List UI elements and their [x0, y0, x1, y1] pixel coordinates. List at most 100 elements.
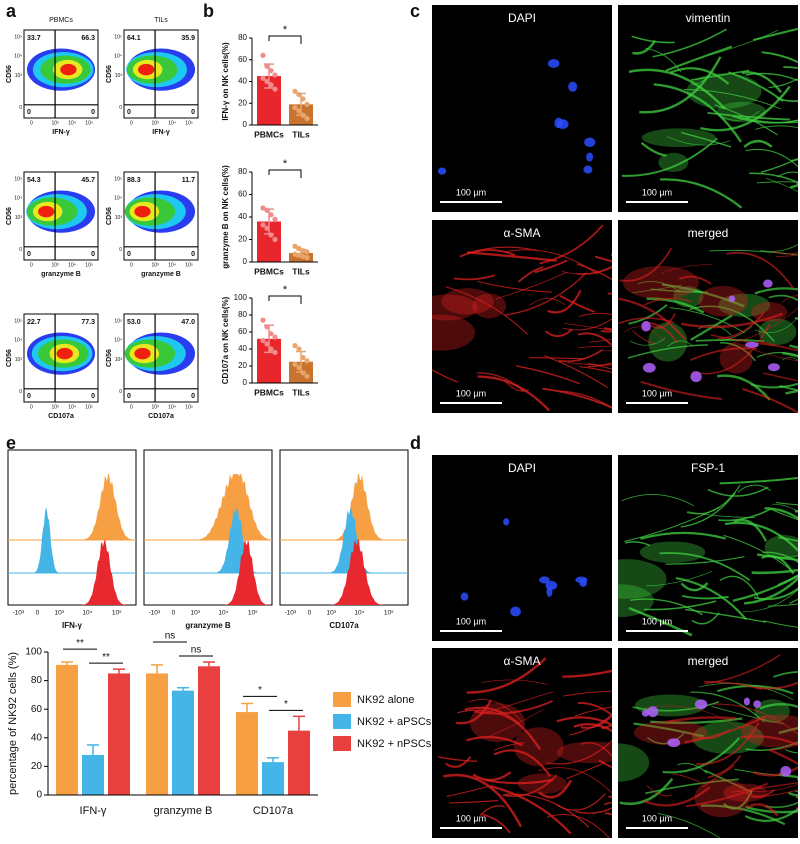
fiber — [679, 275, 712, 285]
fiber — [702, 765, 735, 788]
bar — [236, 712, 258, 795]
fiber — [687, 511, 756, 518]
fiber — [539, 224, 604, 265]
x-axis-label: CD107a — [148, 413, 174, 420]
y-tick-label: 40 — [238, 344, 247, 353]
y-tick-label: 80 — [238, 310, 247, 319]
nucleus — [437, 167, 447, 175]
y-tick-label: 10³ — [115, 215, 123, 221]
nucleus — [575, 576, 588, 584]
data-point — [300, 248, 306, 254]
fiber — [493, 741, 525, 751]
fiber — [667, 340, 693, 348]
fiber — [710, 334, 776, 347]
fiber — [490, 785, 572, 835]
y-tick-label: 80 — [238, 33, 247, 42]
fiber — [762, 551, 798, 563]
fiber — [669, 307, 745, 334]
x-tick-label: 10³ — [51, 262, 59, 268]
fiber — [680, 312, 784, 329]
fiber — [444, 756, 472, 768]
fiber — [666, 136, 731, 146]
nucleus — [745, 341, 759, 348]
histogram — [8, 539, 136, 605]
data-point — [300, 96, 306, 102]
error-bar — [61, 661, 73, 665]
fiber — [493, 749, 552, 777]
fiber — [516, 365, 580, 385]
cell-body — [633, 720, 708, 746]
x-tick-label: granzyme B — [154, 805, 213, 817]
fiber — [472, 771, 512, 782]
fiber — [644, 705, 741, 729]
density-contour — [60, 63, 77, 76]
error-bar — [267, 757, 279, 763]
data-point — [260, 222, 266, 228]
quadrant-value: 66.3 — [81, 35, 95, 42]
y-tick-label: 10³ — [15, 215, 23, 221]
fiber — [748, 347, 798, 362]
fiber — [709, 29, 779, 56]
fiber — [481, 679, 548, 685]
x-tick-label: 10⁴ — [68, 262, 76, 268]
y-tick-label: 10³ — [15, 357, 23, 363]
x-tick-label: 10³ — [151, 120, 159, 126]
cell-body — [618, 559, 667, 599]
fiber — [562, 669, 612, 678]
fiber — [479, 691, 554, 716]
fiber — [778, 726, 798, 735]
fiber — [768, 743, 798, 751]
fiber — [718, 507, 772, 522]
bar — [198, 666, 220, 795]
micrograph — [432, 220, 612, 413]
fiber — [689, 728, 730, 740]
y-axis-label: CD56 — [106, 349, 113, 367]
fiber — [691, 612, 720, 625]
density-contour — [134, 205, 151, 218]
fiber — [711, 706, 785, 725]
density-contour — [38, 205, 55, 218]
fiber — [479, 805, 506, 817]
significance-label: * — [283, 158, 288, 170]
cell-body — [432, 294, 478, 321]
y-tick-label: 80 — [238, 167, 247, 176]
fiber — [745, 148, 798, 168]
data-point — [292, 251, 298, 257]
fiber — [791, 159, 798, 162]
fiber — [432, 369, 459, 383]
x-tick-label: -10³ — [148, 610, 160, 617]
quadrant-value: 0 — [91, 109, 95, 116]
data-point — [260, 317, 266, 323]
x-axis-label: CD107a — [329, 621, 359, 630]
fiber — [743, 139, 773, 148]
fiber — [602, 349, 612, 352]
error-bar — [241, 702, 253, 713]
cell-body — [764, 535, 798, 560]
fiber — [455, 699, 492, 725]
bar — [172, 690, 194, 795]
significance-label: * — [283, 24, 288, 36]
quadrant-value: 0 — [27, 109, 31, 116]
significance-bracket — [268, 295, 302, 304]
significance-label: * — [283, 284, 288, 296]
y-tick-label: 0 — [36, 790, 42, 801]
y-tick-label: 0 — [119, 105, 122, 111]
fiber — [621, 137, 718, 177]
fiber — [528, 357, 585, 360]
x-tick-label: 0 — [130, 404, 133, 410]
x-tick-label: 10³ — [51, 404, 59, 410]
nucleus — [510, 606, 521, 617]
scale-bar-label: 100 µm — [456, 813, 486, 823]
fiber — [704, 654, 781, 685]
y-tick-label: 10⁵ — [14, 34, 22, 40]
scale-bar-label: 100 µm — [456, 388, 486, 398]
data-point — [292, 88, 298, 94]
significance-label: ns — [165, 631, 176, 642]
fiber — [754, 287, 798, 295]
histogram-plot — [279, 449, 409, 606]
nucleus — [780, 765, 792, 777]
x-axis-label: IFN-γ — [52, 129, 70, 136]
micrograph-content — [438, 657, 612, 838]
nucleus — [539, 576, 550, 584]
x-tick-label: 10⁵ — [185, 404, 193, 410]
